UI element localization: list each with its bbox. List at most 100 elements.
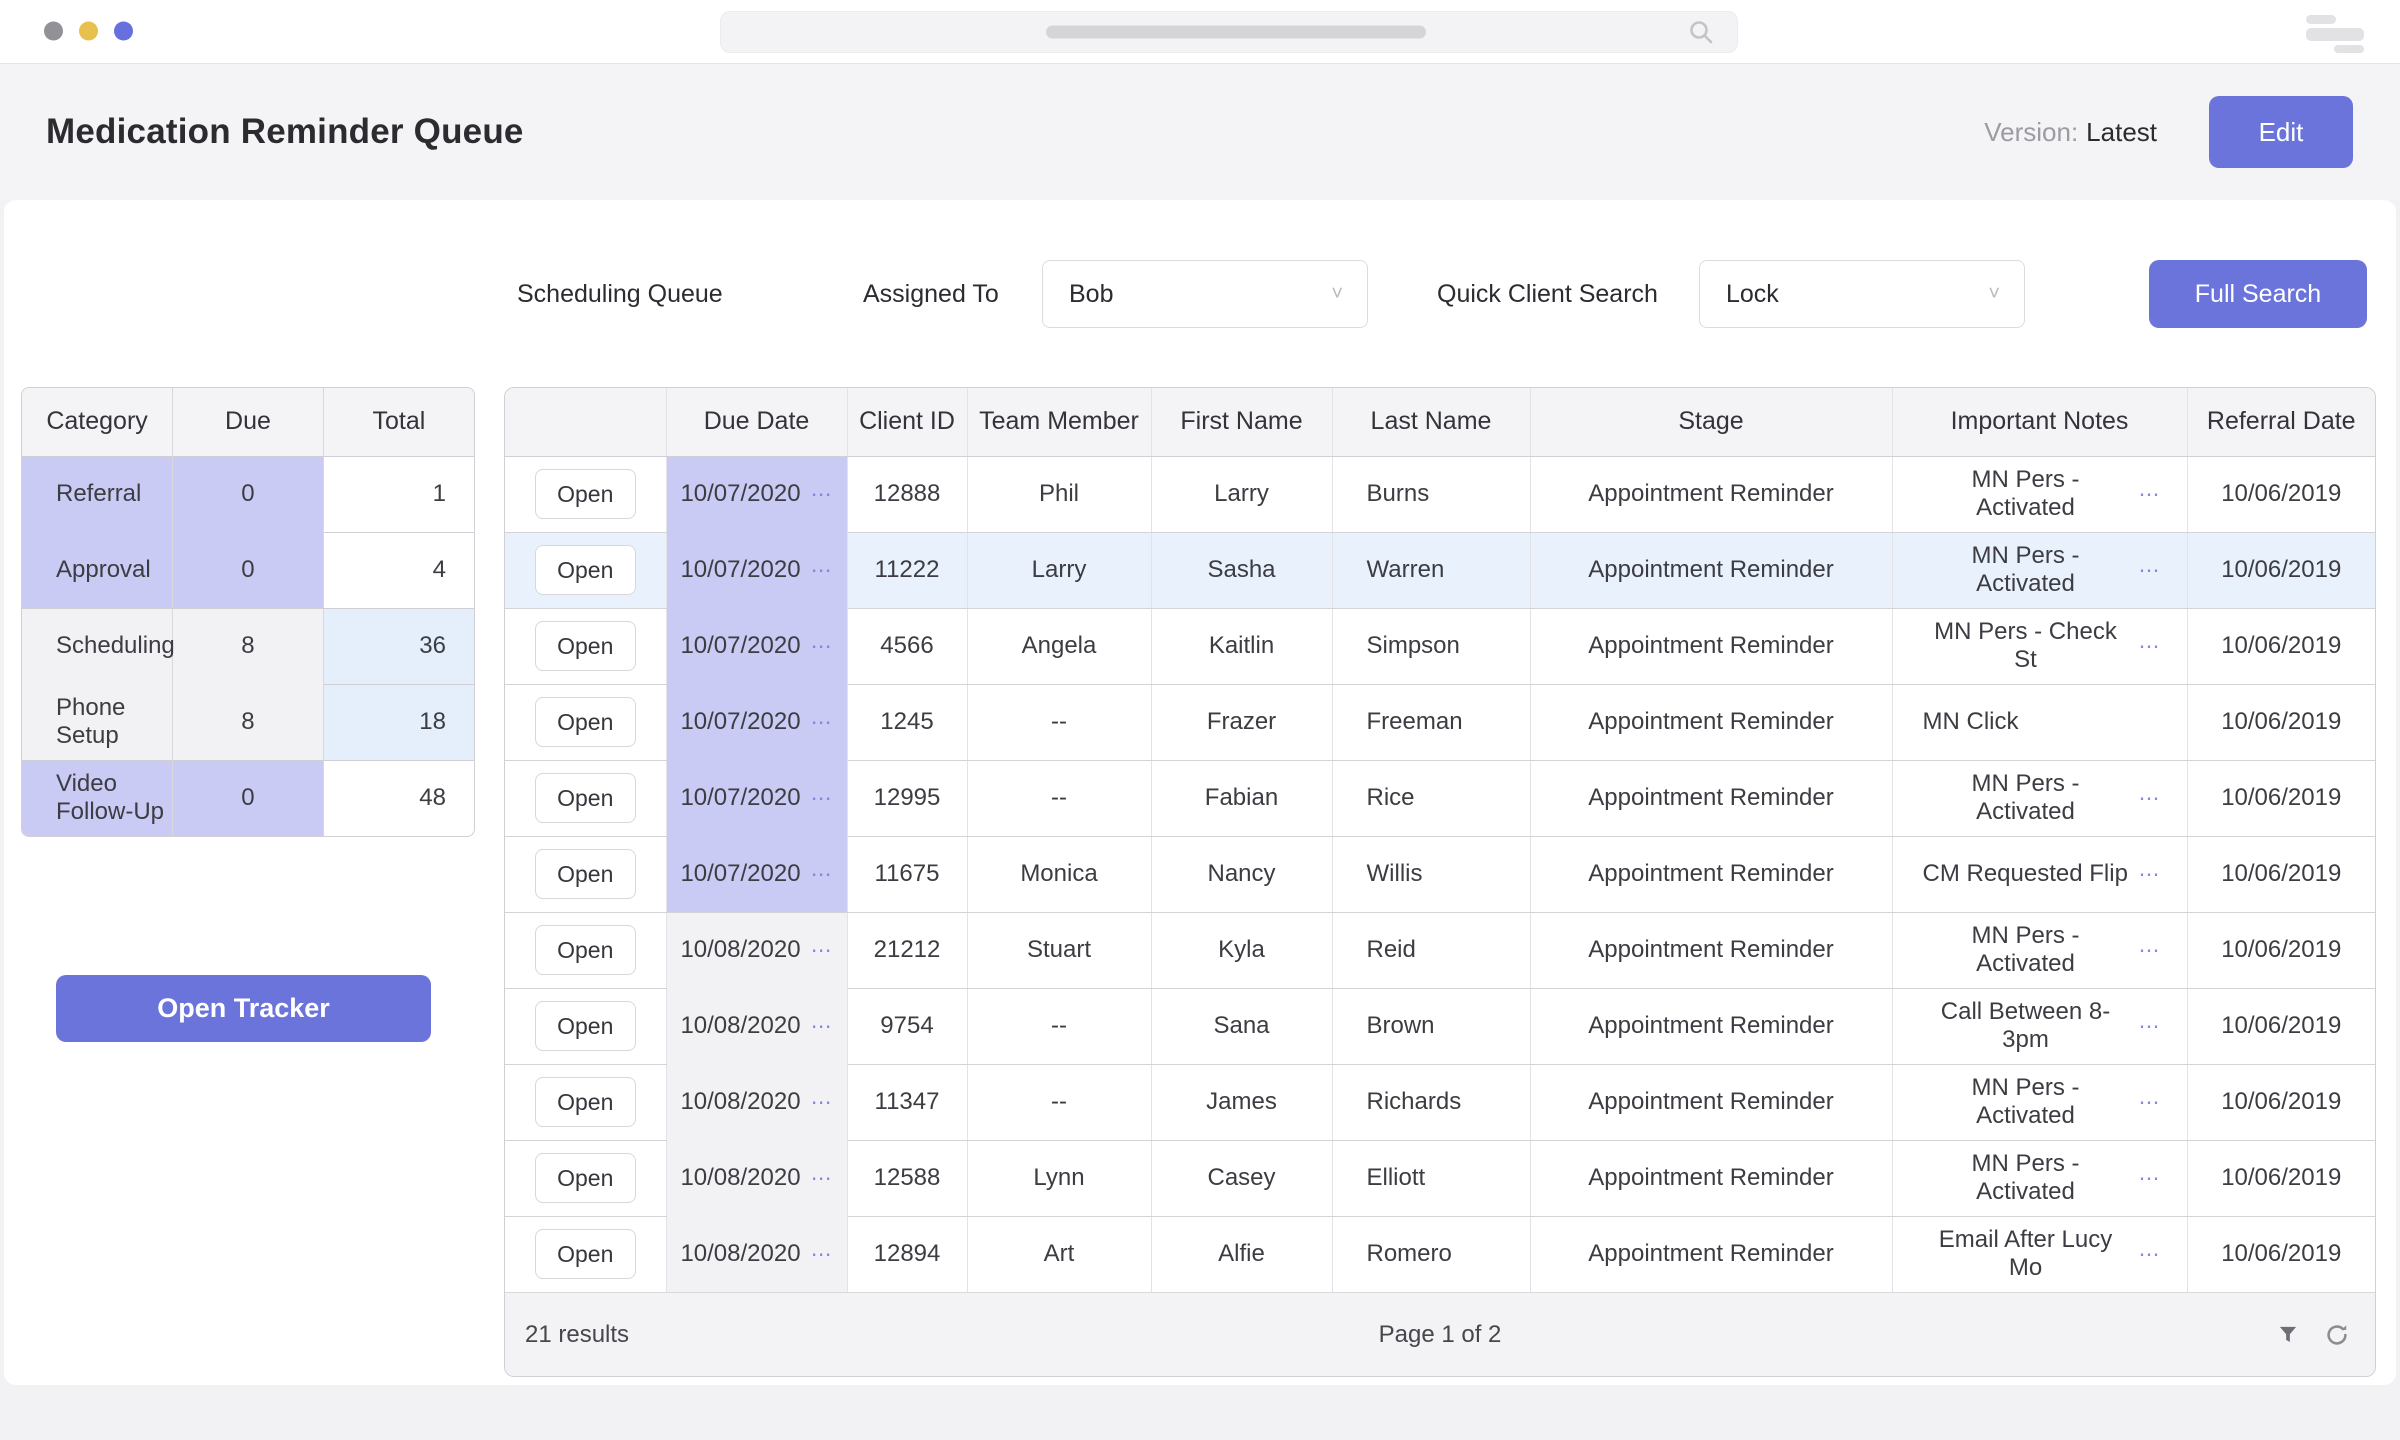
window-control-dot-3[interactable]	[114, 21, 133, 41]
referral-date-cell: 10/06/2019	[2187, 1064, 2375, 1141]
client-id-cell: 11347	[847, 1064, 968, 1141]
due-date-value: 10/07/2020	[680, 784, 801, 811]
last-name-cell: Burns	[1332, 456, 1531, 533]
open-row-button[interactable]: Open	[534, 1077, 636, 1127]
search-icon	[1690, 21, 1713, 44]
due-date-more-icon[interactable]: ⋯	[810, 1014, 833, 1038]
open-row-button[interactable]: Open	[534, 849, 636, 899]
chevron-down-icon: ˅	[1331, 283, 1343, 305]
due-date-more-icon[interactable]: ⋯	[810, 710, 833, 734]
first-name-cell: Sasha	[1151, 532, 1333, 609]
notes-more-icon[interactable]: ⋯	[2138, 862, 2161, 886]
notes-more-icon[interactable]: ⋯	[2138, 1242, 2161, 1266]
category-cell: Referral	[22, 456, 174, 532]
open-cell: Open	[505, 1064, 667, 1141]
queue-row: Open 10/08/2020 ⋯ 12588 Lynn Casey Elliott Appo…	[505, 1140, 2375, 1217]
first-name-cell: Frazer	[1151, 684, 1333, 761]
due-date-more-icon[interactable]: ⋯	[810, 1166, 833, 1190]
open-row-button[interactable]: Open	[534, 697, 636, 747]
open-tracker-button[interactable]: Open Tracker	[56, 975, 431, 1042]
last-name-cell: Brown	[1332, 988, 1531, 1065]
stage-cell: Appointment Reminder	[1530, 760, 1893, 837]
text-align-icon[interactable]	[2306, 15, 2364, 53]
total-cell: 4	[323, 532, 474, 609]
window-control-dot-1[interactable]	[44, 21, 63, 41]
refresh-icon[interactable]	[2323, 1321, 2351, 1349]
open-row-button[interactable]: Open	[534, 925, 636, 975]
queue-row: Open 10/08/2020 ⋯ 21212 Stuart Kyla Reid Appoin…	[505, 912, 2375, 989]
notes-more-icon[interactable]: ⋯	[2138, 558, 2161, 582]
summary-row[interactable]: Referral 0 1	[22, 456, 474, 533]
due-date-more-icon[interactable]: ⋯	[810, 862, 833, 886]
queue-row: Open 10/08/2020 ⋯ 12894 Art Alfie Romero Appoin…	[505, 1216, 2375, 1292]
notes-more-icon[interactable]: ⋯	[2138, 1090, 2161, 1114]
due-date-value: 10/07/2020	[680, 860, 801, 887]
open-row-button[interactable]: Open	[534, 621, 636, 671]
open-row-button[interactable]: Open	[534, 1229, 636, 1280]
summary-column-header: Category	[22, 388, 174, 457]
team-member-cell: Angela	[967, 608, 1152, 685]
last-name-cell: Reid	[1332, 912, 1531, 989]
assigned-to-value: Bob	[1069, 279, 1114, 308]
important-notes-cell: MN Click	[1892, 684, 2188, 761]
summary-row[interactable]: Phone Setup 8 18	[22, 684, 474, 761]
summary-row[interactable]: Scheduling 8 36	[22, 608, 474, 685]
due-date-value: 10/08/2020	[680, 1164, 801, 1191]
due-date-value: 10/07/2020	[680, 556, 801, 583]
due-date-more-icon[interactable]: ⋯	[810, 558, 833, 582]
queue-row: Open 10/08/2020 ⋯ 11347 -- James Richards Appoi…	[505, 1064, 2375, 1141]
quick-client-search-select[interactable]: Lock ˅	[1699, 260, 2025, 328]
global-search-input[interactable]	[720, 11, 1738, 53]
due-date-more-icon[interactable]: ⋯	[810, 938, 833, 962]
queue-row: Open 10/07/2020 ⋯ 11222 Larry Sasha Warren Appo…	[505, 532, 2375, 609]
open-cell: Open	[505, 760, 667, 837]
assigned-to-select[interactable]: Bob ˅	[1042, 260, 1368, 328]
last-name-cell: Romero	[1332, 1216, 1531, 1292]
notes-value: Call Between 8-3pm	[1940, 998, 2111, 1053]
notes-more-icon[interactable]: ⋯	[2138, 786, 2161, 810]
category-cell: Scheduling	[22, 608, 175, 684]
window-control-dot-2[interactable]	[79, 21, 98, 41]
due-date-more-icon[interactable]: ⋯	[810, 1090, 833, 1114]
due-cell: 8	[172, 608, 324, 684]
notes-more-icon[interactable]: ⋯	[2138, 1166, 2161, 1190]
summary-row[interactable]: Video Follow-Up 0 48	[22, 760, 474, 836]
open-row-button[interactable]: Open	[534, 773, 636, 823]
queue-row: Open 10/07/2020 ⋯ 12888 Phil Larry Burns Appoin…	[505, 456, 2375, 533]
due-cell: 0	[172, 760, 324, 836]
due-date-more-icon[interactable]: ⋯	[810, 634, 833, 658]
open-row-button[interactable]: Open	[534, 545, 636, 595]
notes-more-icon[interactable]: ⋯	[2138, 482, 2161, 506]
page-title: Medication Reminder Queue	[46, 112, 524, 151]
stage-cell: Appointment Reminder	[1530, 912, 1893, 989]
team-member-cell: Larry	[967, 532, 1152, 609]
due-date-cell: 10/07/2020 ⋯	[666, 684, 848, 760]
notes-more-icon[interactable]: ⋯	[2138, 634, 2161, 658]
notes-value: MN Pers - Activated	[1971, 1074, 2080, 1129]
open-row-button[interactable]: Open	[534, 1001, 636, 1051]
edit-button[interactable]: Edit	[2209, 96, 2353, 168]
summary-row[interactable]: Approval 0 4	[22, 532, 474, 609]
client-id-cell: 4566	[847, 608, 968, 685]
notes-more-icon[interactable]: ⋯	[2138, 938, 2161, 962]
important-notes-cell: Email After Lucy Mo ⋯	[1892, 1216, 2188, 1292]
full-search-button[interactable]: Full Search	[2149, 260, 2367, 328]
due-date-more-icon[interactable]: ⋯	[810, 1242, 833, 1266]
notes-more-icon[interactable]: ⋯	[2138, 1014, 2161, 1038]
team-member-cell: --	[967, 684, 1152, 761]
queue-row: Open 10/07/2020 ⋯ 1245 -- Frazer Freeman Appoin…	[505, 684, 2375, 761]
filter-icon[interactable]	[2275, 1322, 2301, 1348]
team-member-cell: --	[967, 1064, 1152, 1141]
stage-cell: Appointment Reminder	[1530, 532, 1893, 609]
due-date-more-icon[interactable]: ⋯	[810, 786, 833, 810]
window-controls	[44, 21, 133, 41]
last-name-cell: Richards	[1332, 1064, 1531, 1141]
table-footer: 21 results Page 1 of 2	[505, 1292, 2375, 1376]
open-row-button[interactable]: Open	[534, 469, 636, 519]
due-date-value: 10/07/2020	[680, 708, 801, 735]
due-date-more-icon[interactable]: ⋯	[810, 482, 833, 506]
notes-value: CM Requested Flip	[1922, 860, 2128, 887]
first-name-cell: James	[1151, 1064, 1333, 1141]
team-member-cell: --	[967, 988, 1152, 1065]
open-row-button[interactable]: Open	[534, 1153, 636, 1203]
